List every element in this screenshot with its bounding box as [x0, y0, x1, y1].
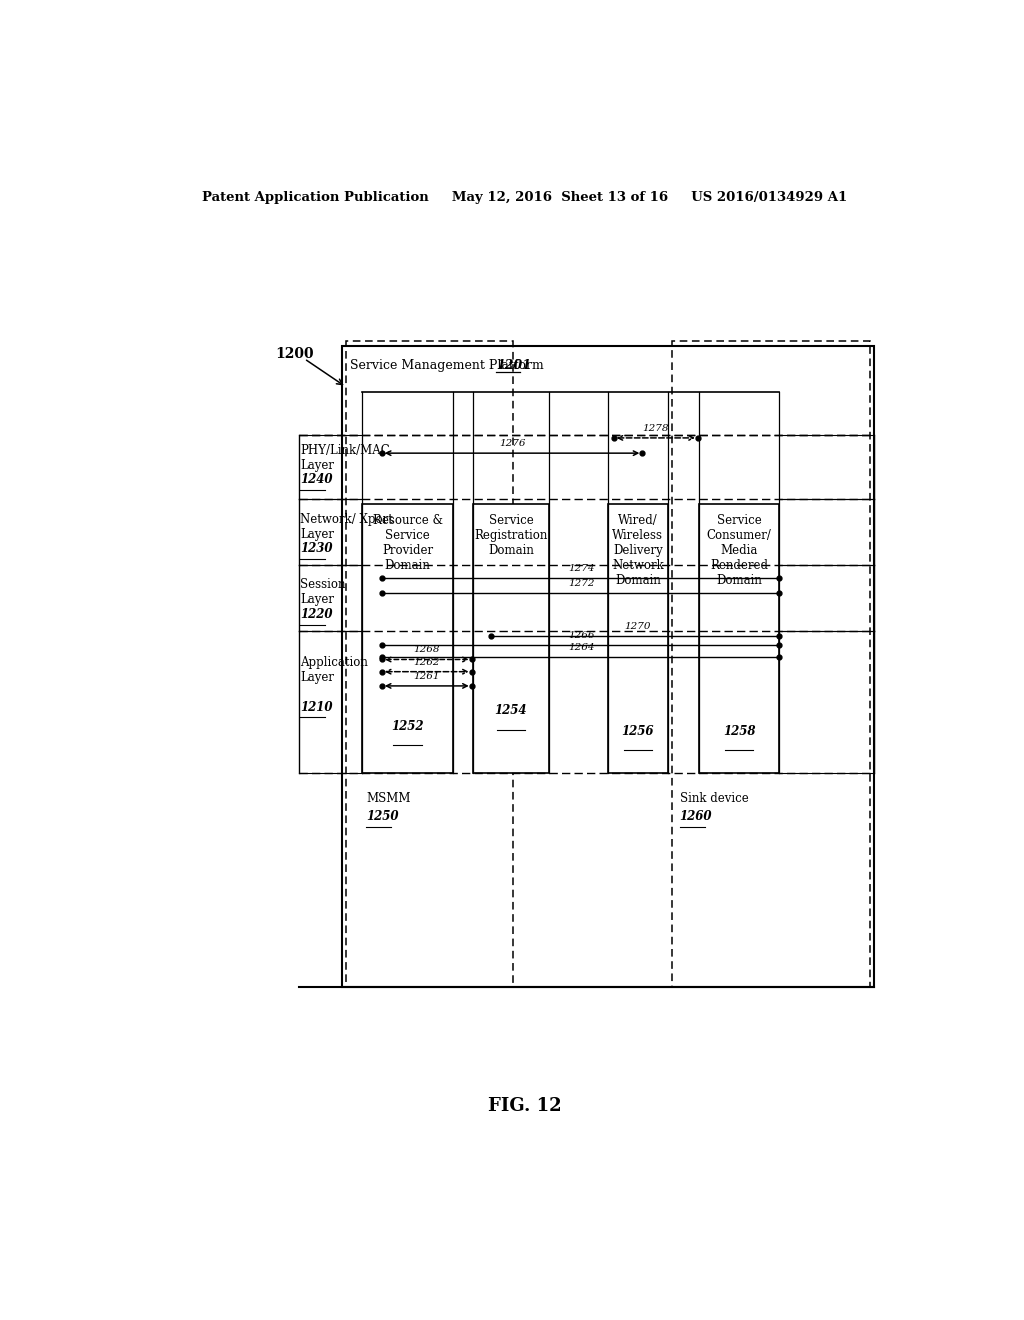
Bar [362, 504, 454, 774]
Text: 1201: 1201 [497, 359, 531, 372]
Text: Sink device: Sink device [680, 792, 749, 805]
Text: 1276: 1276 [499, 440, 525, 447]
Text: Session
Layer: Session Layer [300, 578, 346, 606]
Bar [342, 346, 874, 987]
Text: 1230: 1230 [300, 543, 333, 556]
Text: Service Management Platform: Service Management Platform [350, 359, 548, 372]
Text: 1220: 1220 [300, 609, 333, 622]
Text: 1252: 1252 [391, 719, 424, 733]
Text: PHY/Link/MAC
Layer: PHY/Link/MAC Layer [300, 445, 390, 473]
Text: 1266: 1266 [568, 631, 595, 640]
Text: 1200: 1200 [274, 347, 313, 360]
Text: Resource &
Service
Provider
Domain: Resource & Service Provider Domain [373, 515, 442, 572]
Text: 1261: 1261 [414, 672, 440, 681]
Text: 1254: 1254 [495, 705, 527, 718]
Text: 1270: 1270 [624, 622, 650, 631]
Text: Service
Registration
Domain: Service Registration Domain [474, 515, 548, 557]
Bar [608, 504, 668, 774]
Bar [672, 342, 870, 987]
Text: 1278: 1278 [642, 424, 669, 433]
Text: 1262: 1262 [414, 657, 440, 667]
Text: 1250: 1250 [367, 809, 398, 822]
Text: Application
Layer: Application Layer [300, 656, 368, 684]
Text: 1268: 1268 [414, 645, 440, 655]
Text: FIG. 12: FIG. 12 [488, 1097, 561, 1114]
Text: 1260: 1260 [680, 809, 712, 822]
Text: 1240: 1240 [300, 473, 333, 486]
Text: 1210: 1210 [300, 701, 333, 714]
Text: 1264: 1264 [568, 643, 595, 652]
Bar [699, 504, 778, 774]
Text: 1256: 1256 [622, 725, 654, 738]
Text: Patent Application Publication     May 12, 2016  Sheet 13 of 16     US 2016/0134: Patent Application Publication May 12, 2… [202, 190, 848, 203]
Bar [473, 504, 549, 774]
Text: Service
Consumer/
Media
Rendered
Domain: Service Consumer/ Media Rendered Domain [707, 515, 771, 587]
Text: 1274: 1274 [568, 564, 595, 573]
Text: 1272: 1272 [568, 579, 595, 589]
Text: Wired/
Wireless
Delivery
Network
Domain: Wired/ Wireless Delivery Network Domain [612, 515, 664, 587]
Text: 1258: 1258 [723, 725, 756, 738]
Text: Network/ Xport
Layer: Network/ Xport Layer [300, 513, 393, 541]
Bar [346, 342, 513, 987]
Text: MSMM: MSMM [367, 792, 411, 805]
